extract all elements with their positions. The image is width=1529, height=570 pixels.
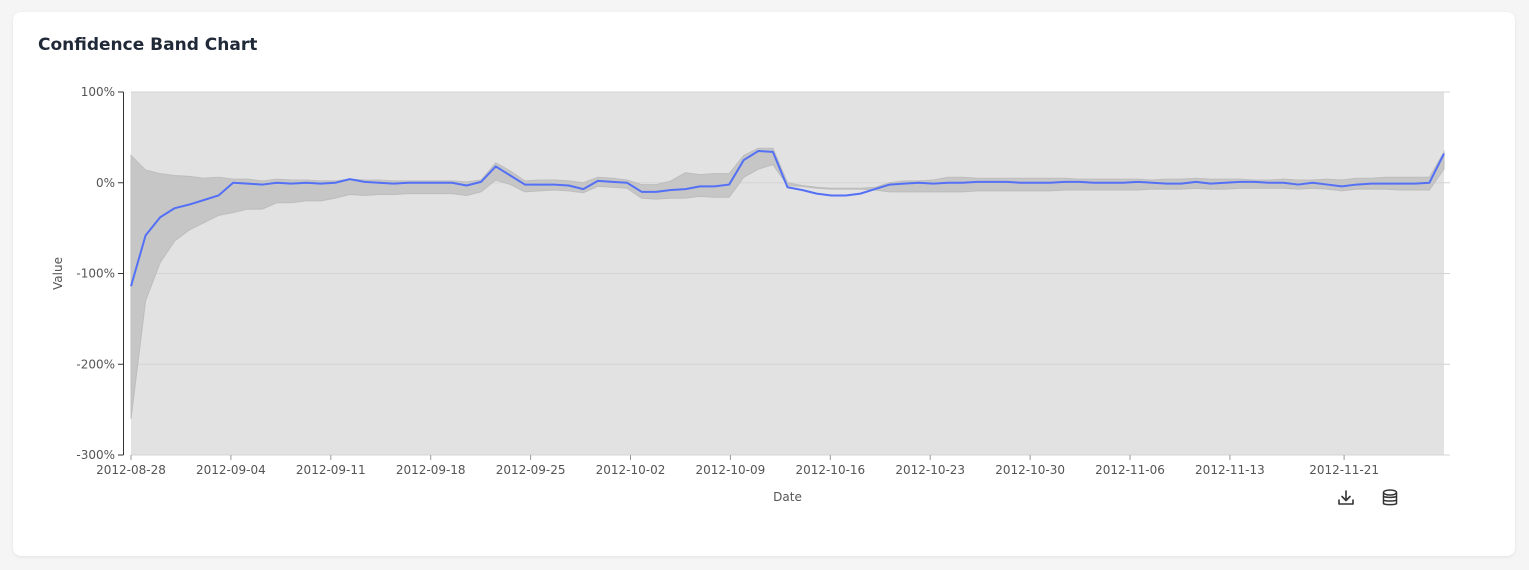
x-tick-label-3: 2012-09-18 <box>396 463 466 477</box>
download-button[interactable] <box>1335 487 1357 509</box>
y-tick-label-0: -300% <box>76 448 115 462</box>
series-line <box>130 149 1445 287</box>
x-tick-label-6: 2012-10-09 <box>696 463 766 477</box>
x-tick-label-1: 2012-09-04 <box>196 463 266 477</box>
x-tick-label-11: 2012-11-13 <box>1195 463 1265 477</box>
x-tick-label-4: 2012-09-25 <box>496 463 566 477</box>
x-tick-label-2: 2012-09-11 <box>296 463 366 477</box>
data-view-button[interactable] <box>1379 487 1401 509</box>
x-tick-label-10: 2012-11-06 <box>1095 463 1165 477</box>
x-tick-label-9: 2012-10-30 <box>995 463 1065 477</box>
x-tick-label-12: 2012-11-21 <box>1309 463 1379 477</box>
y-axis-title: Value <box>51 257 65 290</box>
x-tick-label-8: 2012-10-23 <box>895 463 965 477</box>
database-icon <box>1382 489 1398 506</box>
x-tick-label-5: 2012-10-02 <box>596 463 666 477</box>
y-tick-label-4: 100% <box>81 85 115 99</box>
y-tick-label-3: 0% <box>96 176 115 190</box>
confidence-band <box>130 147 1445 419</box>
download-icon <box>1338 490 1354 505</box>
x-tick-label-7: 2012-10-16 <box>795 463 865 477</box>
chart-toolbar <box>1335 487 1401 509</box>
x-axis-title: Date <box>773 490 802 504</box>
y-tick-label-1: -200% <box>76 357 115 371</box>
x-tick-label-0: 2012-08-28 <box>96 463 166 477</box>
y-tick-label-2: -100% <box>76 267 115 281</box>
page-title: Confidence Band Chart <box>38 35 258 55</box>
